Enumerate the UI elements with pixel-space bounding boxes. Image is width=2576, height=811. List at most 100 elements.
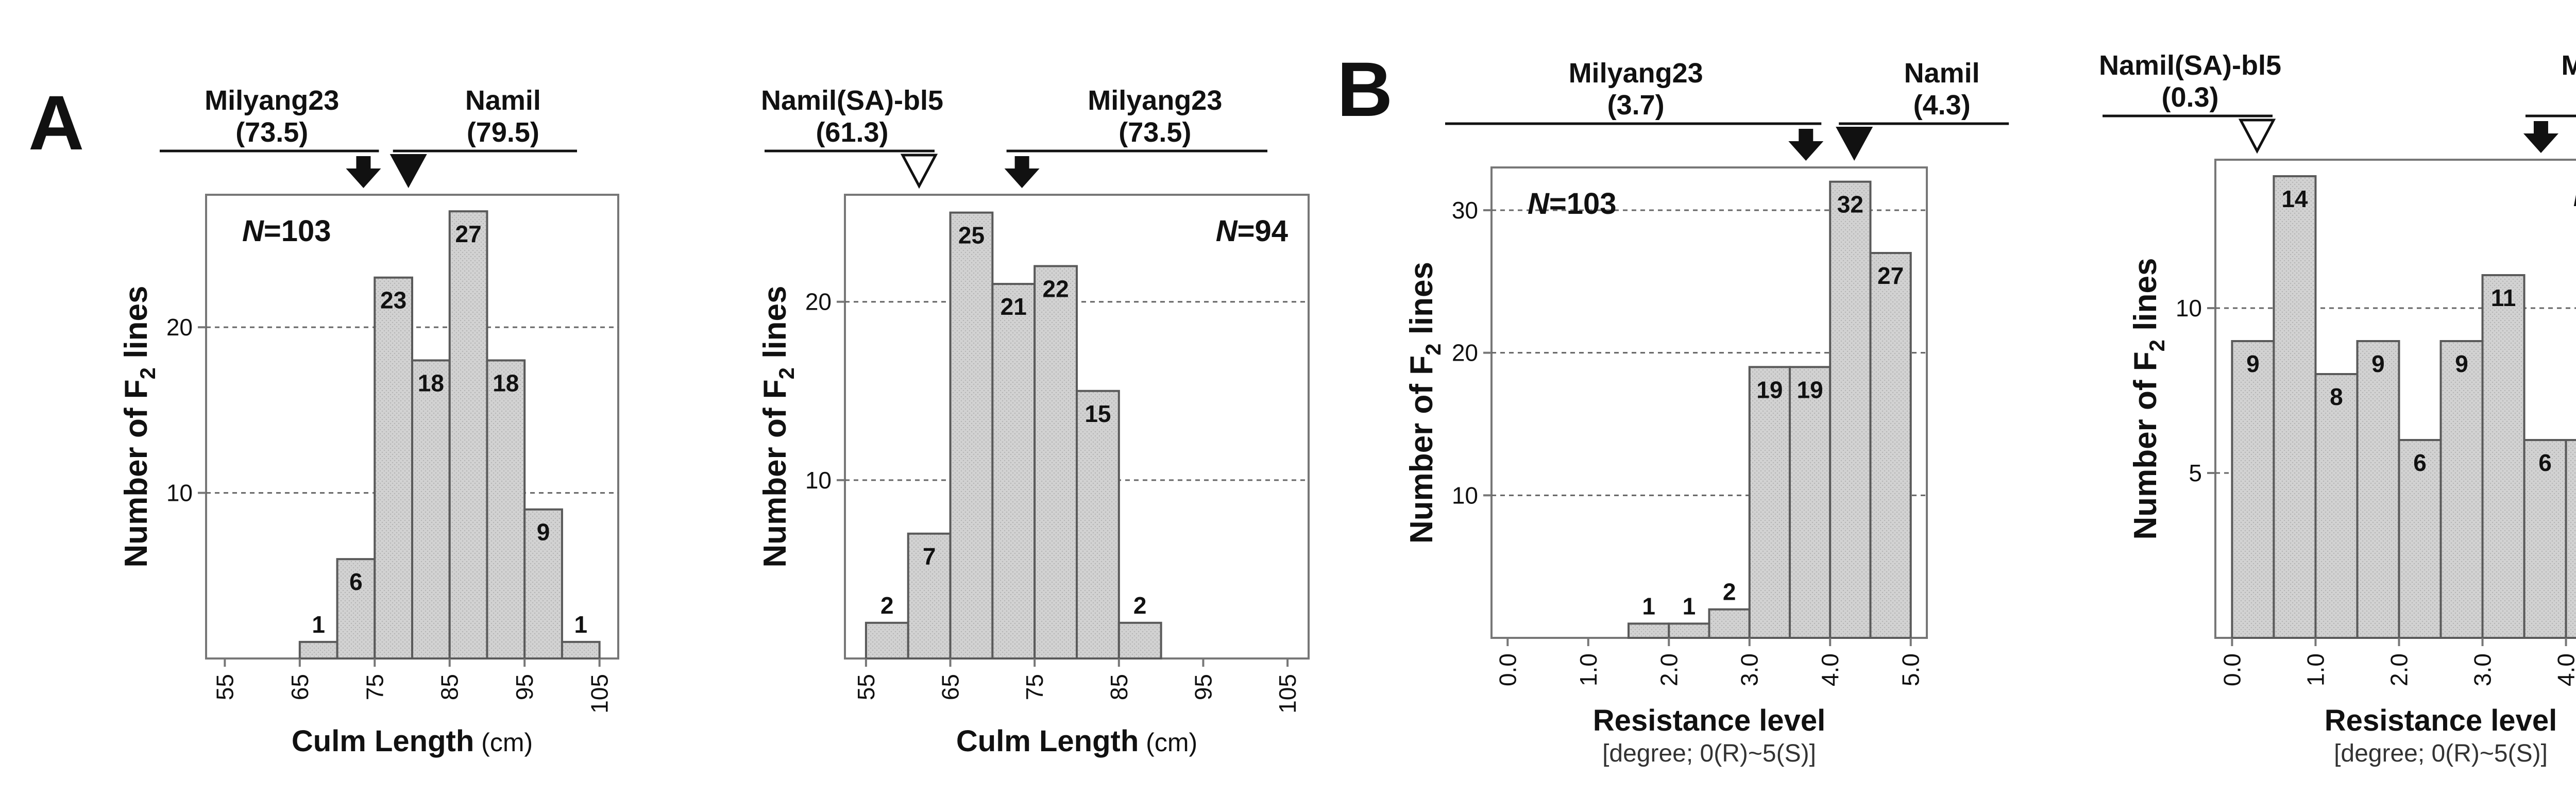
x-axis-sublabel: [degree; 0(R)~5(S)] bbox=[2334, 740, 2548, 767]
bar-value-label: 6 bbox=[349, 568, 363, 595]
x-tick-label: 4.0 bbox=[2553, 653, 2576, 686]
parent-name-label: Milyang23 bbox=[1088, 85, 1222, 116]
y-tick-label: 5 bbox=[2189, 460, 2202, 486]
bar-value-label: 22 bbox=[1043, 275, 1069, 302]
bar-value-label: 11 bbox=[2491, 284, 2516, 311]
x-axis-label: Culm Length (cm) bbox=[956, 724, 1197, 758]
panel-label-a: A bbox=[28, 79, 84, 166]
x-tick-label: 1.0 bbox=[1575, 653, 1602, 686]
y-axis-label: Number of F2 lines bbox=[118, 286, 160, 568]
bar-value-label: 1 bbox=[1683, 593, 1696, 619]
y-axis-label: Number of F2 lines bbox=[1404, 262, 1445, 544]
x-tick-label: 65 bbox=[286, 674, 313, 700]
bar bbox=[1748, 366, 1791, 639]
bar bbox=[1033, 265, 1078, 660]
bar bbox=[1117, 621, 1162, 660]
x-tick-label: 0.0 bbox=[1494, 653, 1521, 686]
x-axis-label: Culm Length (cm) bbox=[292, 724, 533, 758]
bar-value-label: 2 bbox=[880, 592, 894, 619]
arrow-marker-icon bbox=[1004, 156, 1040, 188]
x-tick-label: 75 bbox=[1021, 674, 1048, 700]
bar bbox=[2398, 439, 2442, 639]
bar-value-label: 14 bbox=[2281, 185, 2308, 212]
bar-value-label: 2 bbox=[1723, 579, 1736, 605]
bar bbox=[448, 210, 488, 660]
bar-value-label: 2 bbox=[1133, 592, 1147, 619]
bar bbox=[523, 508, 563, 660]
bar bbox=[865, 621, 909, 660]
bar bbox=[2231, 340, 2275, 639]
x-tick-label: 4.0 bbox=[1817, 653, 1843, 686]
n-label: N=86 bbox=[2573, 179, 2576, 213]
y-tick-label: 20 bbox=[805, 289, 832, 315]
parent-value-label: (61.3) bbox=[816, 117, 888, 148]
x-tick-label: 5.0 bbox=[1897, 653, 1924, 686]
parent-value-label: (73.5) bbox=[235, 117, 308, 148]
bar-value-label: 25 bbox=[958, 222, 985, 249]
bar bbox=[1708, 608, 1751, 639]
x-axis-label: Resistance level bbox=[1593, 704, 1825, 737]
x-tick-label: 1.0 bbox=[2302, 653, 2329, 686]
filled-triangle-marker-icon bbox=[389, 154, 427, 188]
parent-value-label: (79.5) bbox=[467, 117, 539, 148]
bar bbox=[907, 532, 952, 660]
parent-name-label: Namil(SA)-bl5 bbox=[761, 85, 943, 116]
bar bbox=[336, 558, 376, 660]
parent-value-label: (73.5) bbox=[1118, 117, 1191, 148]
bar bbox=[2273, 175, 2317, 639]
bar-value-label: 21 bbox=[1001, 293, 1027, 320]
y-tick-label: 30 bbox=[1452, 197, 1478, 224]
bar bbox=[411, 359, 451, 660]
x-tick-label: 0.0 bbox=[2218, 653, 2245, 686]
bar-value-label: 9 bbox=[2371, 350, 2385, 377]
bar bbox=[949, 211, 994, 660]
bar-value-label: 15 bbox=[1084, 400, 1111, 427]
bar bbox=[1788, 366, 1832, 639]
y-tick-label: 10 bbox=[166, 480, 193, 506]
x-axis-sublabel: [degree; 0(R)~5(S)] bbox=[1602, 740, 1816, 767]
bar-value-label: 27 bbox=[455, 221, 482, 247]
x-tick-label: 3.0 bbox=[2469, 653, 2496, 686]
bar bbox=[298, 640, 338, 660]
bar bbox=[991, 283, 1036, 660]
bar-value-label: 6 bbox=[2413, 449, 2427, 476]
bar bbox=[1076, 390, 1120, 660]
y-tick-label: 20 bbox=[166, 314, 193, 341]
bar-value-label: 18 bbox=[493, 369, 519, 396]
bar-value-label: 9 bbox=[2246, 350, 2260, 377]
open-triangle-marker-icon bbox=[2238, 119, 2276, 154]
bar-value-label: 19 bbox=[1797, 376, 1823, 403]
bar-value-label: 1 bbox=[312, 611, 325, 638]
bar-value-label: 9 bbox=[537, 519, 550, 546]
n-label: N=103 bbox=[242, 214, 331, 248]
chart-2: 10 20 2 7 25 21 22 15 2 55 65 75 85 95 105 Culm Length … bbox=[757, 85, 1310, 758]
y-tick-label: 10 bbox=[2176, 295, 2202, 322]
bar bbox=[1869, 252, 1912, 639]
parent-name-label: Namil bbox=[1904, 58, 1980, 89]
bar-value-label: 23 bbox=[380, 287, 406, 314]
parent-name-label: Milyang23 bbox=[1569, 58, 1703, 89]
bar-value-label: 9 bbox=[2455, 350, 2468, 377]
bar-value-label: 19 bbox=[1756, 376, 1783, 403]
bar bbox=[1628, 622, 1670, 639]
bar-value-label: 7 bbox=[923, 543, 936, 570]
open-triangle-marker-icon bbox=[900, 154, 938, 189]
x-tick-label: 3.0 bbox=[1736, 653, 1763, 686]
parent-name-label: Namil bbox=[465, 85, 541, 116]
arrow-marker-icon bbox=[1788, 129, 1824, 161]
bar bbox=[374, 276, 413, 660]
bar-value-label: 18 bbox=[418, 369, 444, 396]
bar bbox=[2314, 373, 2359, 639]
y-tick-label: 20 bbox=[1452, 340, 1478, 366]
panel-label-b: B bbox=[1337, 46, 1393, 132]
bar-value-label: 27 bbox=[1877, 262, 1904, 289]
arrow-marker-icon bbox=[2523, 121, 2558, 153]
x-axis-label: Resistance level bbox=[2325, 704, 2557, 737]
bar-value-label: 32 bbox=[1837, 191, 1863, 218]
bar bbox=[2481, 274, 2526, 639]
bar bbox=[2565, 439, 2576, 639]
